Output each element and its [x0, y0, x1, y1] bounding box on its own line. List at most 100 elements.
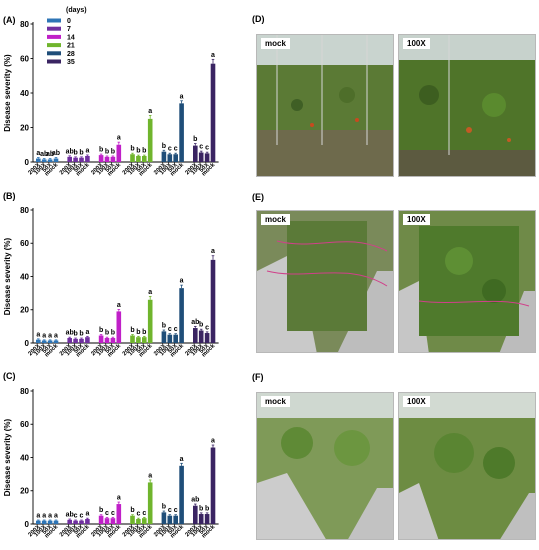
legend-swatch [47, 59, 61, 64]
significance-letter: ab [66, 330, 74, 337]
y-tick-label: 80 [20, 20, 29, 29]
bar [116, 311, 122, 343]
y-tick-label: 60 [20, 54, 29, 63]
significance-letter: c [74, 513, 78, 520]
bar [142, 518, 147, 524]
significance-letter: b [105, 330, 109, 337]
bar [161, 151, 167, 162]
photo-d-100x-image [399, 35, 535, 176]
bar [67, 519, 72, 524]
significance-letter: b [130, 146, 134, 153]
bar [85, 337, 90, 343]
significance-letter: b [205, 505, 209, 512]
bar [204, 514, 210, 524]
bar [67, 338, 72, 343]
panel-letter-d: (D) [252, 14, 265, 24]
significance-letter: a [48, 332, 52, 339]
significance-letter: b [79, 149, 83, 156]
x-tick-label: 50X [167, 343, 179, 355]
legend-label: 14 [67, 34, 75, 41]
chart-1: (A)Disease severity (%)020406080a200Xab1… [3, 7, 219, 178]
significance-letter: c [174, 507, 178, 514]
x-tick-label: 50X [105, 162, 117, 174]
significance-letter: b [199, 505, 203, 512]
bar [85, 519, 90, 524]
significance-letter: b [99, 327, 103, 334]
bar [193, 505, 198, 524]
photo-d-100x-label: 100X [403, 38, 430, 49]
bar [198, 330, 204, 343]
y-axis-label: Disease severity (%) [3, 237, 12, 315]
y-tick-label: 80 [20, 206, 29, 215]
bar [136, 337, 141, 343]
bar [67, 156, 72, 162]
x-tick-label: 50X [199, 343, 211, 355]
bar [36, 520, 41, 524]
bar [98, 335, 104, 343]
x-tick-label: 50X [73, 162, 85, 174]
bar [179, 465, 184, 524]
significance-letter: a [42, 513, 46, 520]
bar [116, 144, 122, 162]
bar [204, 333, 210, 343]
bar [41, 159, 47, 162]
panel-letter-f: (F) [252, 372, 264, 382]
bar [142, 337, 147, 343]
bar [198, 152, 204, 162]
photo-e-100x-image [399, 211, 535, 352]
bar [167, 334, 173, 343]
legend-swatch [47, 18, 61, 23]
bar [47, 340, 53, 343]
bar [36, 339, 41, 343]
significance-letter: a [117, 495, 121, 502]
significance-letter: b [136, 148, 140, 155]
significance-letter: b [193, 136, 197, 143]
significance-letter: b [111, 148, 115, 155]
bar [167, 154, 173, 162]
photo-e-mock-label: mock [261, 214, 290, 225]
x-tick-label: 50X [199, 162, 211, 174]
significance-letter: a [180, 93, 184, 100]
bar [73, 520, 78, 524]
photo-e-100x: 100X [398, 210, 536, 353]
bar [198, 514, 204, 524]
panel-letter: (B) [3, 191, 16, 201]
significance-letter: b [105, 148, 109, 155]
significance-letter: ab [66, 148, 74, 155]
significance-letter: a [148, 108, 152, 115]
significance-letter: b [73, 149, 77, 156]
significance-letter: a [211, 438, 215, 445]
significance-letter: ab [66, 512, 74, 519]
bar [47, 520, 53, 524]
chart-3: (C)Disease severity (%)020406080a200Xa10… [3, 371, 219, 540]
x-tick-label: 50X [167, 524, 179, 536]
significance-letter: b [162, 143, 166, 150]
bar [104, 518, 110, 524]
legend-swatch [47, 34, 61, 39]
significance-letter: b [79, 331, 83, 338]
bar [73, 338, 78, 343]
legend-title: (days) [66, 7, 87, 14]
significance-letter: b [99, 147, 103, 154]
significance-letter: ab [46, 151, 54, 158]
significance-letter: b [142, 329, 146, 336]
photo-d-mock: mock [256, 34, 394, 177]
x-tick-label: 50X [73, 524, 85, 536]
y-axis-label: Disease severity (%) [3, 418, 12, 496]
x-tick-label: 50X [167, 162, 179, 174]
significance-letter: ab [191, 319, 199, 326]
bar [73, 157, 78, 162]
bar [104, 156, 110, 162]
significance-letter: b [99, 507, 103, 514]
significance-letter: a [85, 511, 89, 518]
significance-letter: a [54, 513, 58, 520]
significance-letter: a [54, 332, 58, 339]
x-tick-label: 50X [42, 162, 54, 174]
bar [130, 515, 135, 524]
significance-letter: c [199, 144, 203, 151]
panel-letter: (A) [3, 15, 16, 25]
photo-f-100x: 100X [398, 392, 536, 540]
significance-letter: c [174, 146, 178, 153]
